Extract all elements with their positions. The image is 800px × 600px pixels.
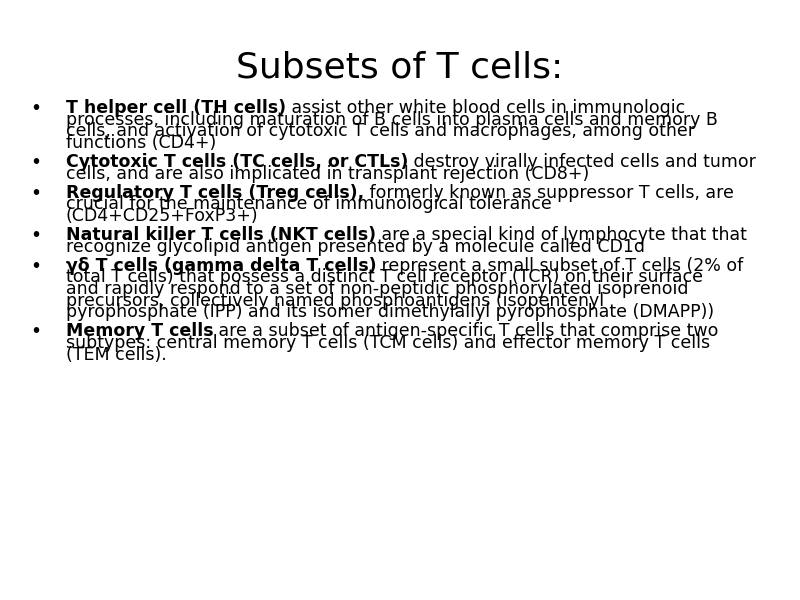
Text: •: • [30, 153, 42, 172]
Text: Cytotoxic T cells (TC cells, or CTLs): Cytotoxic T cells (TC cells, or CTLs) [66, 153, 408, 171]
Text: •: • [30, 257, 42, 275]
Text: recognize glycolipid antigen presented by a molecule called CD1d: recognize glycolipid antigen presented b… [66, 238, 645, 256]
Text: Regulatory T cells (Treg cells),: Regulatory T cells (Treg cells), [66, 184, 364, 202]
Text: are a subset of antigen-specific T cells that comprise two: are a subset of antigen-specific T cells… [214, 322, 718, 340]
Text: are a special kind of lymphocyte that that: are a special kind of lymphocyte that th… [376, 226, 746, 244]
Text: represent a small subset of T cells (2% of: represent a small subset of T cells (2% … [376, 257, 743, 275]
Text: •: • [30, 99, 42, 118]
Text: •: • [30, 226, 42, 245]
Text: total T cells) that possess a distinct T cell receptor (TCR) on their surface: total T cells) that possess a distinct T… [66, 268, 702, 286]
Text: •: • [30, 184, 42, 203]
Text: Natural killer T cells (NKT cells): Natural killer T cells (NKT cells) [66, 226, 376, 244]
Text: processes, including maturation of B cells into plasma cells and memory B: processes, including maturation of B cel… [66, 110, 718, 128]
Text: (CD4+CD25+FoxP3+): (CD4+CD25+FoxP3+) [66, 207, 258, 225]
Text: assist other white blood cells in immunologic: assist other white blood cells in immuno… [286, 99, 685, 117]
Text: •: • [30, 322, 42, 341]
Text: and rapidly respond to a set of non-peptidic phosphorylated isoprenoid: and rapidly respond to a set of non-pept… [66, 280, 688, 298]
Text: Subsets of T cells:: Subsets of T cells: [236, 51, 564, 85]
Text: Memory T cells: Memory T cells [66, 322, 214, 340]
Text: functions (CD4+): functions (CD4+) [66, 134, 216, 152]
Text: cells, and are also implicated in transplant rejection (CD8+): cells, and are also implicated in transp… [66, 164, 589, 182]
Text: γδ T cells (gamma delta T cells): γδ T cells (gamma delta T cells) [66, 257, 376, 275]
Text: pyrophosphate (IPP) and its isomer dimethylallyl pyrophosphate (DMAPP)): pyrophosphate (IPP) and its isomer dimet… [66, 304, 714, 322]
Text: crucial for the maintenance of immunological tolerance: crucial for the maintenance of immunolog… [66, 196, 551, 213]
Text: precursors, collectively named phosphoantigens (isopentenyl: precursors, collectively named phosphoan… [66, 292, 604, 310]
Text: subtypes: central memory T cells (TCM cells) and effector memory T cells: subtypes: central memory T cells (TCM ce… [66, 334, 710, 352]
Text: T helper cell (TH cells): T helper cell (TH cells) [66, 99, 286, 117]
Text: destroy virally infected cells and tumor: destroy virally infected cells and tumor [408, 153, 756, 171]
Text: formerly known as suppressor T cells, are: formerly known as suppressor T cells, ar… [364, 184, 734, 202]
Text: cells, and activation of cytotoxic T cells and macrophages, among other: cells, and activation of cytotoxic T cel… [66, 122, 694, 140]
Text: (TEM cells).: (TEM cells). [66, 346, 166, 364]
